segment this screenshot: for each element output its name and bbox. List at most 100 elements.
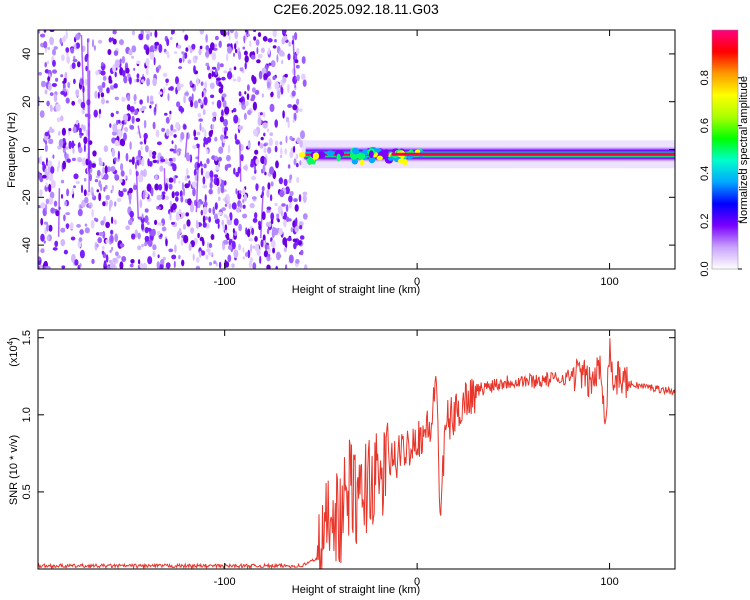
- noise-speckle: [119, 39, 124, 46]
- noise-speckle: [112, 123, 118, 133]
- noise-speckle: [131, 45, 137, 53]
- noise-speckle: [285, 264, 288, 269]
- noise-speckle: [63, 77, 67, 84]
- noise-speckle: [78, 127, 82, 134]
- noise-speckle: [235, 139, 240, 145]
- noise-speckle: [227, 30, 230, 36]
- noise-speckle: [290, 226, 293, 233]
- noise-speckle: [276, 90, 281, 99]
- noise-speckle: [83, 189, 87, 197]
- noise-speckle: [97, 85, 103, 90]
- noise-speckle: [234, 133, 237, 141]
- noise-speckle: [200, 160, 202, 167]
- noise-speckle: [204, 194, 207, 202]
- noise-streak: [135, 170, 140, 219]
- noise-speckle: [193, 100, 199, 109]
- noise-speckle: [251, 94, 256, 100]
- noise-speckle: [264, 157, 267, 166]
- noise-speckle: [73, 78, 76, 85]
- noise-speckle: [266, 81, 271, 89]
- noise-speckle: [60, 239, 66, 247]
- noise-speckle: [199, 45, 203, 50]
- noise-speckle: [233, 52, 235, 57]
- noise-speckle: [193, 129, 197, 137]
- noise-speckle: [111, 148, 116, 157]
- noise-speckle: [192, 253, 195, 261]
- noise-speckle: [136, 78, 140, 83]
- noise-speckle: [96, 189, 100, 193]
- noise-speckle: [274, 119, 279, 128]
- noise-speckle: [272, 227, 278, 236]
- noise-speckle: [62, 147, 66, 154]
- noise-speckle: [203, 141, 206, 148]
- noise-speckle: [152, 244, 157, 251]
- noise-speckle: [101, 97, 105, 105]
- noise-speckle: [78, 146, 83, 154]
- noise-speckle: [154, 41, 160, 46]
- noise-speckle: [249, 257, 253, 263]
- noise-speckle: [133, 184, 137, 191]
- noise-speckle: [254, 149, 259, 155]
- noise-speckle: [194, 55, 198, 60]
- noise-speckle: [39, 189, 43, 197]
- noise-speckle: [261, 190, 264, 197]
- noise-speckle: [193, 169, 197, 176]
- noise-speckle: [209, 252, 213, 256]
- noise-speckle: [71, 157, 76, 162]
- noise-speckle: [233, 167, 236, 175]
- noise-speckle: [190, 227, 195, 234]
- noise-speckle: [158, 91, 163, 95]
- noise-speckle: [215, 165, 220, 171]
- noise-speckle: [253, 128, 258, 137]
- noise-speckle: [229, 30, 234, 34]
- noise-speckle: [90, 220, 95, 229]
- noise-speckle: [144, 30, 149, 34]
- noise-speckle: [83, 124, 86, 132]
- noise-speckle: [109, 241, 112, 245]
- noise-speckle: [131, 55, 135, 59]
- noise-speckle: [202, 215, 206, 224]
- noise-speckle: [216, 77, 222, 81]
- noise-speckle: [114, 139, 119, 147]
- noise-speckle: [168, 183, 173, 190]
- noise-speckle: [72, 58, 78, 63]
- noise-speckle: [144, 235, 150, 242]
- noise-speckle: [244, 252, 248, 257]
- noise-speckle: [114, 157, 117, 162]
- band-blob: [352, 147, 360, 155]
- noise-speckle: [129, 263, 134, 268]
- noise-speckle: [210, 129, 214, 135]
- noise-speckle: [95, 70, 99, 76]
- noise-speckle: [263, 147, 267, 153]
- noise-speckle: [289, 190, 294, 197]
- noise-speckle: [243, 50, 248, 56]
- noise-speckle: [176, 101, 181, 108]
- band-blob: [312, 152, 320, 160]
- noise-speckle: [52, 59, 56, 67]
- noise-speckle: [72, 147, 75, 154]
- figure-title: C2E6.2025.092.18.11.G03: [273, 1, 439, 17]
- colorbar-tick-label: 0.4: [699, 166, 711, 181]
- noise-speckle: [268, 62, 272, 66]
- noise-speckle: [61, 265, 66, 269]
- noise-speckle: [216, 62, 221, 71]
- noise-speckle: [279, 154, 283, 158]
- noise-speckle: [182, 212, 185, 218]
- noise-speckle: [301, 56, 306, 64]
- noise-speckle: [203, 96, 208, 106]
- noise-speckle: [220, 184, 225, 194]
- noise-speckle: [68, 128, 72, 132]
- noise-speckle: [98, 157, 102, 163]
- noise-speckle: [231, 109, 234, 113]
- noise-speckle: [294, 112, 297, 122]
- colorbar-ticks: 0.0 0.2 0.4 0.6 0.8: [699, 70, 742, 277]
- noise-speckle: [283, 35, 288, 41]
- noise-speckle: [292, 104, 298, 111]
- noise-speckle: [114, 174, 120, 181]
- noise-speckle: [257, 53, 263, 59]
- noise-speckle: [150, 32, 153, 37]
- noise-speckle: [203, 201, 208, 207]
- noise-speckle: [281, 59, 284, 65]
- noise-speckle: [52, 247, 58, 251]
- noise-speckle: [108, 37, 113, 43]
